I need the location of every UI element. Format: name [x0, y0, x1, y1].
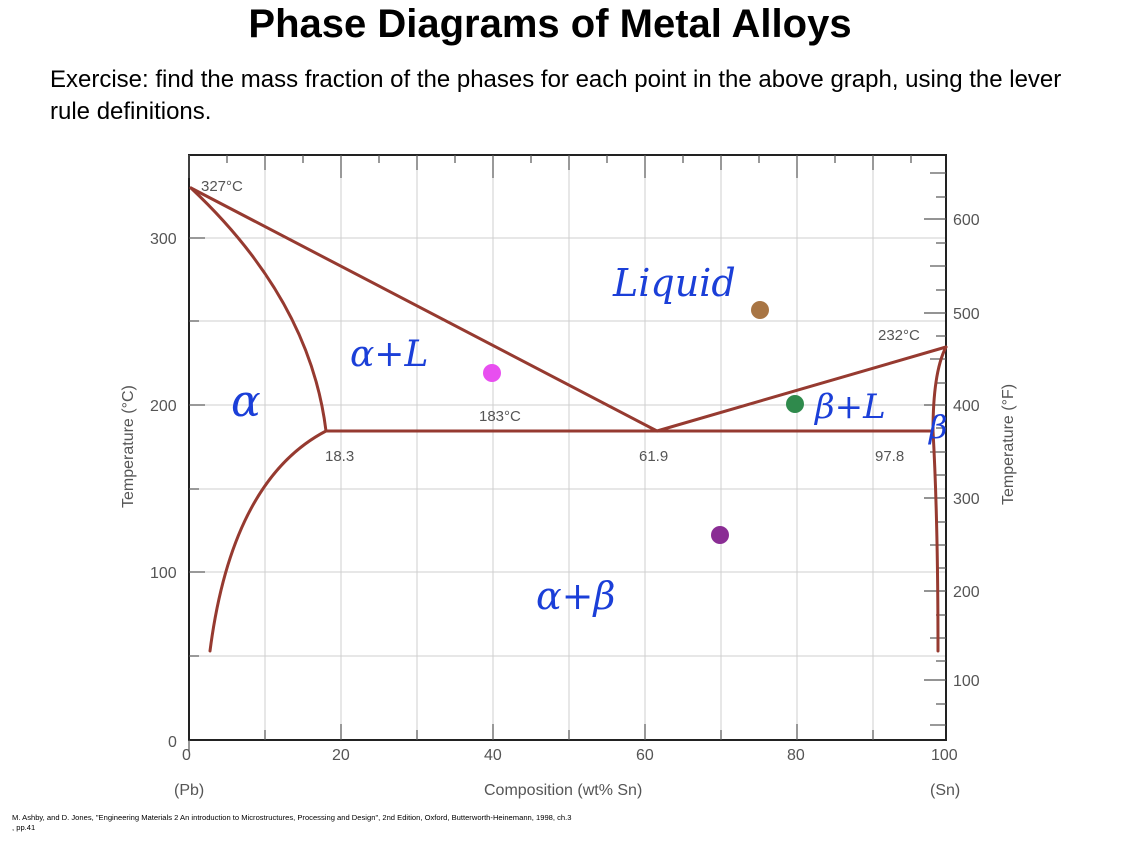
y-right-tick-200: 200 [953, 584, 980, 601]
phase-boundaries [189, 186, 948, 653]
x-tick-60: 60 [636, 747, 654, 764]
x-tick-100: 100 [931, 747, 958, 764]
region-liquid: Liquid [612, 261, 736, 305]
page-title: Phase Diagrams of Metal Alloys [248, 2, 852, 46]
region-alpha: α [231, 376, 261, 427]
x-left-end-label: (Pb) [174, 782, 204, 799]
point-2 [751, 301, 769, 319]
x-right-end-label: (Sn) [930, 782, 960, 799]
liquidus-right [655, 345, 948, 433]
y-left-tick-100: 100 [150, 565, 177, 582]
y-left-tick-300: 300 [150, 231, 177, 248]
point-4 [711, 526, 729, 544]
pb-melting-label: 327°C [201, 178, 243, 195]
solidus-beta [931, 345, 948, 433]
region-alpha-beta: α+β [536, 574, 615, 618]
y-right-tick-600: 600 [953, 212, 980, 229]
citation: M. Ashby, and D. Jones, "Engineering Mat… [12, 813, 572, 832]
top-ticks [188, 155, 912, 178]
bottom-ticks [188, 724, 874, 752]
liquidus-left [189, 186, 659, 433]
beta-limit-label: 97.8 [875, 448, 904, 465]
y-left-tick-200: 200 [150, 398, 177, 415]
eutectic-comp-label: 61.9 [639, 448, 668, 465]
eutectic-temp-label: 183°C [479, 408, 521, 425]
solvus-alpha [208, 429, 328, 653]
plot-frame [188, 154, 947, 741]
y-right-tick-300: 300 [953, 491, 980, 508]
point-3 [786, 395, 804, 413]
left-ticks [189, 237, 205, 657]
y-right-axis-title: Temperature (°F) [1000, 384, 1017, 505]
y-right-tick-100: 100 [953, 673, 980, 690]
sn-melting-label: 232°C [878, 327, 920, 344]
alpha-limit-label: 18.3 [325, 448, 354, 465]
region-alpha-l: α+L [350, 334, 428, 375]
y-right-tick-500: 500 [953, 306, 980, 323]
solidus-alpha [189, 186, 328, 433]
exercise-text: Exercise: find the mass fraction of the … [50, 66, 1062, 125]
horizontal-gridlines [189, 237, 946, 657]
x-tick-0: 0 [182, 747, 191, 764]
y-left-tick-0: 0 [168, 734, 177, 751]
vertical-gridlines [264, 155, 874, 740]
point-1 [483, 364, 501, 382]
region-beta-l: β+L [813, 387, 886, 427]
x-axis-title: Composition (wt% Sn) [484, 782, 642, 799]
right-ticks [924, 172, 946, 726]
x-tick-20: 20 [332, 747, 350, 764]
x-tick-40: 40 [484, 747, 502, 764]
y-left-axis-title: Temperature (°C) [120, 385, 137, 508]
region-beta: β [928, 408, 948, 446]
x-tick-80: 80 [787, 747, 805, 764]
y-right-tick-400: 400 [953, 398, 980, 415]
solvus-beta [931, 429, 940, 653]
